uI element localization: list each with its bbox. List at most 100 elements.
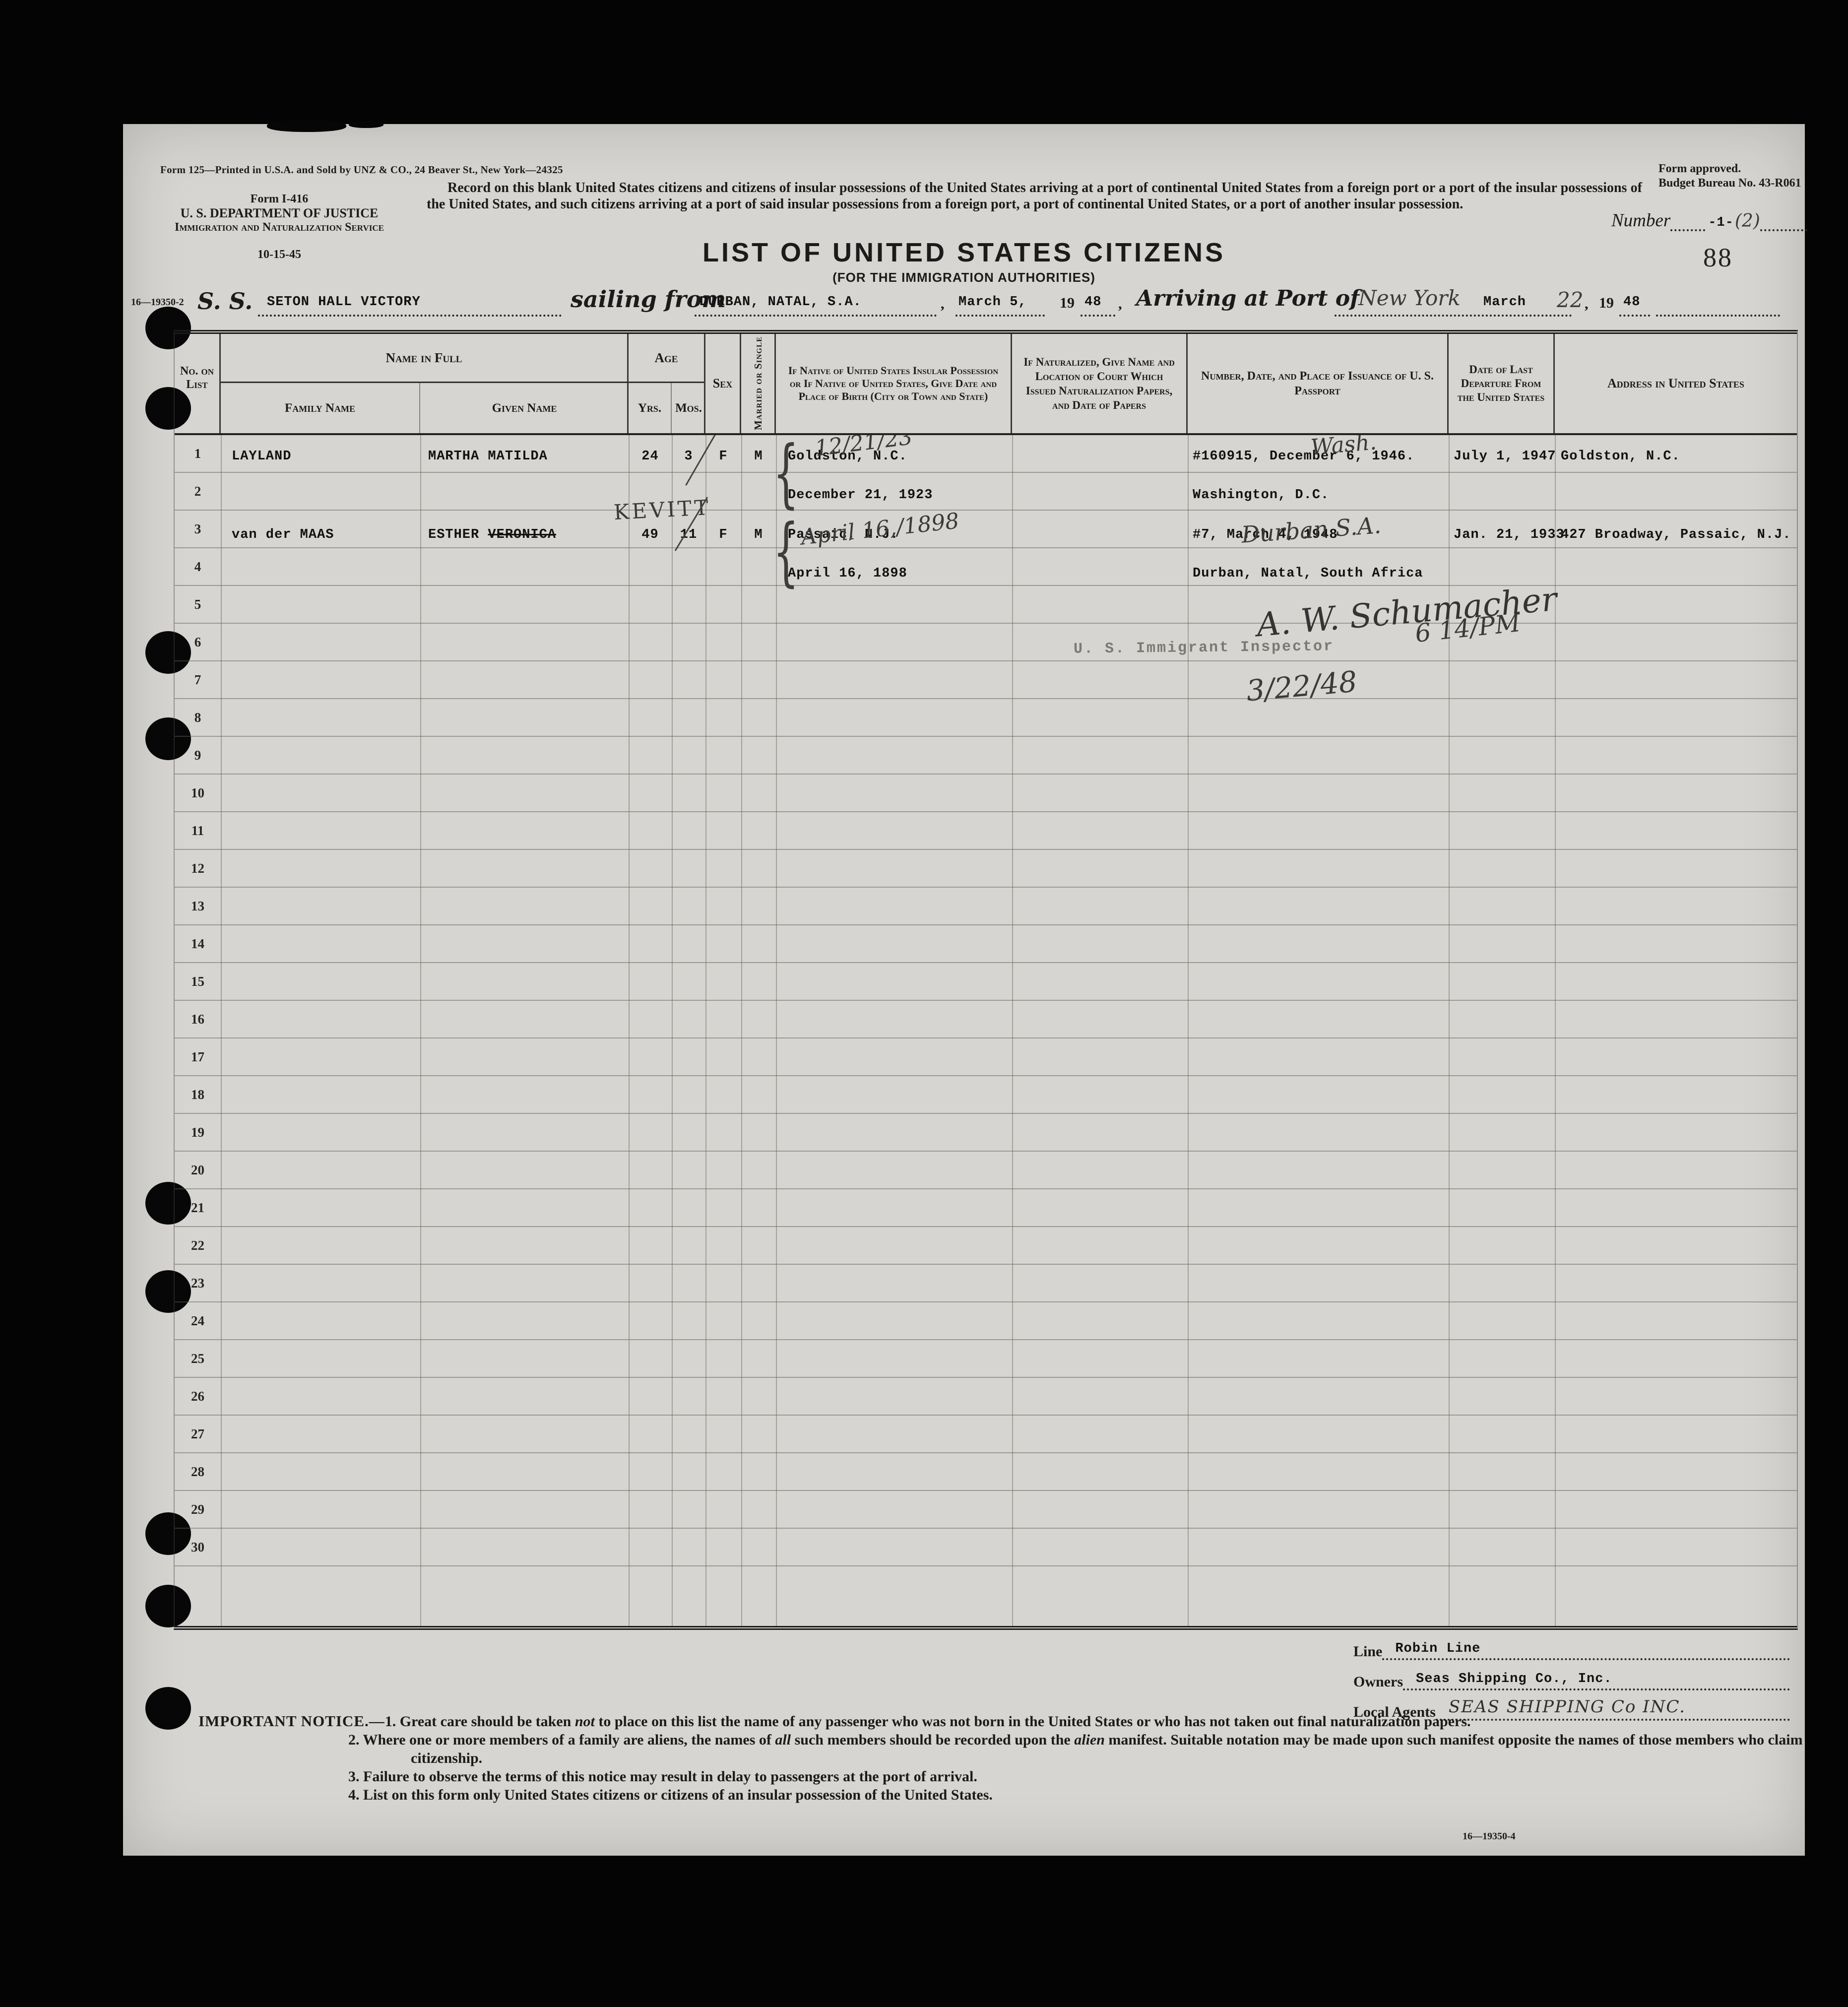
table-row: 16 bbox=[175, 1001, 1797, 1038]
family-name-value: LAYLAND bbox=[232, 449, 292, 464]
table-row: 12 bbox=[175, 850, 1797, 888]
table-row: 19 bbox=[175, 1114, 1797, 1152]
dotted-rule bbox=[1670, 209, 1706, 231]
page-title: LIST OF UNITED STATES CITIZENS bbox=[702, 238, 1225, 267]
age-mos-value: 3 bbox=[684, 449, 693, 464]
table-row: 8 bbox=[175, 699, 1797, 737]
passenger-entry: LAYLAND MARTHA MATILDA 24 3 F M Goldston… bbox=[175, 449, 1797, 464]
departure-date-value: Jan. 21, 1933 bbox=[1454, 527, 1565, 542]
row-number: 11 bbox=[191, 823, 204, 838]
comma: , bbox=[941, 296, 945, 312]
row-number: 16 bbox=[191, 1012, 204, 1027]
table-row: 30 bbox=[175, 1529, 1797, 1566]
year-prefix: 19 bbox=[1060, 295, 1075, 311]
table-body: 1 2 3 4 5 6 7 8 bbox=[175, 435, 1797, 1626]
ss-label: S. S. bbox=[197, 288, 253, 315]
given-name-value: ESTHER VERONICA bbox=[420, 527, 629, 542]
table-row: 5 bbox=[175, 586, 1797, 624]
sex-value: F bbox=[719, 527, 728, 542]
us-address-value: Goldston, N.C. bbox=[1561, 449, 1680, 464]
row-number: 27 bbox=[191, 1426, 204, 1441]
row-number: 3 bbox=[194, 521, 201, 536]
row-number: 2 bbox=[194, 484, 201, 499]
torn-edge-blob bbox=[267, 120, 346, 132]
row-number: 25 bbox=[191, 1351, 204, 1366]
table-row: 17 bbox=[175, 1038, 1797, 1076]
owners-field: Owners Seas Shipping Co., Inc. bbox=[1353, 1669, 1790, 1690]
column-line bbox=[1555, 435, 1556, 1626]
notice-item-3: 3. Failure to observe the terms of this … bbox=[348, 1768, 977, 1785]
arrival-port-hand: New York bbox=[1358, 286, 1461, 310]
local-agents-field: Local Agents SEAS SHIPPING Co INC. bbox=[1353, 1697, 1790, 1721]
row-number: 10 bbox=[191, 785, 204, 800]
punch-hole bbox=[145, 307, 191, 349]
passport-place-value: Durban, Natal, South Africa bbox=[1193, 566, 1423, 581]
table-row: 9 bbox=[175, 737, 1797, 775]
sheet-number-hand: (2) bbox=[1734, 211, 1760, 231]
citizen-list-table: No. on List Name in Full Family Name Giv… bbox=[174, 330, 1798, 1630]
notice-2-mid: such members should be recorded upon the bbox=[791, 1732, 1075, 1748]
dotted-rule bbox=[695, 315, 937, 317]
local-agents-value: SEAS SHIPPING Co INC. bbox=[1448, 1697, 1686, 1717]
ship-name: SETON HALL VICTORY bbox=[267, 295, 421, 310]
table-row: 13 bbox=[175, 888, 1797, 925]
column-line bbox=[741, 435, 742, 1626]
department-name: U. S. DEPARTMENT OF JUSTICE bbox=[180, 206, 379, 220]
dotted-rule bbox=[956, 315, 1045, 317]
approved-line1: Form approved. bbox=[1658, 162, 1741, 175]
comma: , bbox=[1585, 296, 1589, 312]
row-number: 7 bbox=[194, 672, 201, 687]
row-number: 6 bbox=[194, 635, 201, 649]
line-field: Line Robin Line bbox=[1353, 1638, 1790, 1660]
notice-item-4: 4. List on this form only United States … bbox=[348, 1787, 993, 1803]
column-line bbox=[705, 435, 706, 1626]
number-label: Number bbox=[1611, 210, 1671, 231]
table-row-extra bbox=[175, 1566, 1797, 1596]
table-row: 18 bbox=[175, 1076, 1797, 1114]
header-given-name: Given Name bbox=[492, 401, 557, 415]
header-passport: Number, Date, and Place of Issuance of U… bbox=[1188, 334, 1449, 433]
dotted-rule: Seas Shipping Co., Inc. bbox=[1403, 1667, 1790, 1690]
sheet-number-typed: -1- bbox=[1708, 215, 1734, 230]
dotted-rule: Robin Line bbox=[1382, 1636, 1790, 1660]
owners-value: Seas Shipping Co., Inc. bbox=[1416, 1672, 1612, 1686]
row-number: 18 bbox=[191, 1087, 204, 1102]
punch-hole bbox=[145, 1512, 191, 1555]
married-value: M bbox=[754, 527, 763, 542]
arriving-label: Arriving at Port of bbox=[1136, 286, 1360, 311]
row-number: 14 bbox=[191, 936, 204, 951]
table-row: 7 bbox=[175, 661, 1797, 699]
printer-imprint: Form 125—Printed in U.S.A. and Sold by U… bbox=[160, 164, 563, 176]
notice-2-em2: alien bbox=[1074, 1732, 1105, 1748]
column-line bbox=[1449, 435, 1450, 1626]
sailing-from-label: sailing from bbox=[571, 286, 726, 313]
given-name-struck: VERONICA bbox=[488, 527, 557, 542]
inspector-stamp: U. S. Immigrant Inspector bbox=[1073, 638, 1335, 658]
passenger-entry-continued: December 21, 1923 Washington, D.C. bbox=[175, 488, 1797, 503]
given-name-handwritten: KEVITT bbox=[613, 495, 711, 525]
table-row: 11 bbox=[175, 812, 1797, 850]
table-row: 14 bbox=[175, 925, 1797, 963]
table-header: No. on List Name in Full Family Name Giv… bbox=[175, 334, 1797, 435]
header-name-in-full: Name in Full bbox=[221, 334, 627, 383]
header-sex: Sex bbox=[705, 334, 741, 433]
row-number: 4 bbox=[194, 559, 201, 574]
table-row: 20 bbox=[175, 1152, 1797, 1189]
table-row: 29 bbox=[175, 1491, 1797, 1529]
dotted-rule bbox=[1619, 315, 1650, 317]
dotted-rule bbox=[1335, 315, 1572, 317]
header-age: Age bbox=[629, 334, 704, 383]
row-number: 12 bbox=[191, 861, 204, 876]
bottom-print-code: 16—19350-4 bbox=[1463, 1831, 1516, 1842]
row-number: 9 bbox=[194, 748, 201, 763]
dotted-rule: SEAS SHIPPING Co INC. bbox=[1435, 1697, 1790, 1721]
table-row: 23 bbox=[175, 1265, 1797, 1302]
line-label: Line bbox=[1353, 1643, 1383, 1660]
service-name: Immigration and Naturalization Service bbox=[174, 221, 384, 234]
married-value: M bbox=[754, 449, 763, 464]
table-row: 15 bbox=[175, 963, 1797, 1001]
brace-mark: { bbox=[773, 509, 799, 595]
header-family-name: Family Name bbox=[221, 383, 420, 433]
sex-value: F bbox=[719, 449, 728, 464]
record-instructions: Record on this blank United States citiz… bbox=[427, 180, 1642, 212]
